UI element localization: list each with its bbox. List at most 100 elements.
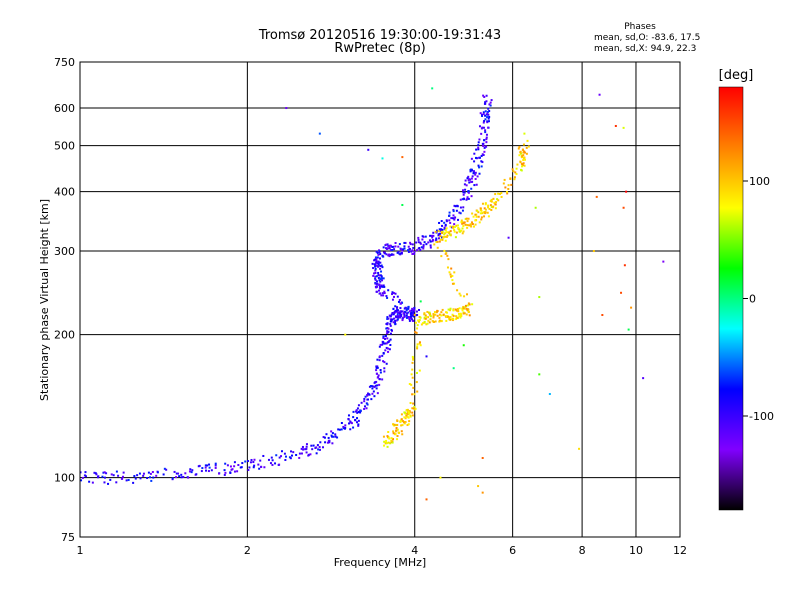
data-point xyxy=(385,327,388,330)
data-point xyxy=(475,156,478,159)
data-point xyxy=(152,476,155,479)
data-point xyxy=(138,472,141,475)
data-point xyxy=(389,320,392,323)
data-point xyxy=(380,284,383,287)
data-point xyxy=(444,235,447,238)
data-point xyxy=(259,459,262,462)
data-point xyxy=(390,253,393,256)
data-point xyxy=(482,113,485,116)
data-point xyxy=(378,383,381,386)
data-point xyxy=(409,401,412,404)
data-point xyxy=(391,441,394,444)
data-point xyxy=(511,168,514,171)
data-point xyxy=(411,361,414,364)
data-point xyxy=(379,274,382,277)
data-point xyxy=(416,347,419,350)
data-point xyxy=(523,158,526,161)
data-point xyxy=(480,160,483,163)
data-point xyxy=(431,236,434,239)
data-point xyxy=(79,471,82,474)
data-point xyxy=(330,434,333,437)
data-point xyxy=(83,474,86,477)
data-point xyxy=(229,471,232,474)
data-point xyxy=(374,265,377,268)
data-point xyxy=(379,253,382,256)
data-point xyxy=(398,298,401,301)
data-point xyxy=(425,355,428,358)
data-point xyxy=(305,443,308,446)
data-point xyxy=(419,344,422,347)
data-point xyxy=(487,107,490,110)
data-point xyxy=(485,100,488,103)
data-point xyxy=(413,250,416,253)
data-point xyxy=(447,308,450,311)
chart-subtitle: RwPretec (8p) xyxy=(334,41,426,56)
data-point xyxy=(450,267,453,270)
data-point xyxy=(383,292,386,295)
data-point xyxy=(487,126,490,129)
data-point xyxy=(374,271,377,274)
data-point xyxy=(445,235,448,238)
data-point xyxy=(408,248,411,251)
data-point xyxy=(455,318,458,321)
data-point xyxy=(408,420,411,423)
data-point xyxy=(389,442,392,445)
data-point xyxy=(449,221,452,224)
data-point xyxy=(233,470,236,473)
data-point xyxy=(311,448,314,451)
data-point xyxy=(377,262,380,265)
data-point xyxy=(396,251,399,254)
data-point xyxy=(81,476,84,479)
data-point xyxy=(401,433,404,436)
data-point xyxy=(478,138,481,141)
data-point xyxy=(334,435,337,438)
data-point xyxy=(430,234,433,237)
data-point xyxy=(115,481,118,484)
data-point xyxy=(404,306,407,309)
data-point xyxy=(462,344,465,347)
data-point xyxy=(398,243,401,246)
data-point xyxy=(201,467,204,470)
data-point xyxy=(483,150,486,153)
data-point xyxy=(244,460,247,463)
data-point xyxy=(226,464,229,467)
data-point xyxy=(406,312,409,315)
data-point xyxy=(487,113,490,116)
data-point xyxy=(424,314,427,317)
data-point xyxy=(468,181,471,184)
data-point xyxy=(489,101,492,104)
data-point xyxy=(513,176,516,179)
data-point xyxy=(101,475,104,478)
data-point xyxy=(399,248,402,251)
data-point xyxy=(427,319,430,322)
data-point xyxy=(396,306,399,309)
x-tick-label: 2 xyxy=(244,544,251,557)
data-point xyxy=(402,248,405,251)
y-tick-label: 400 xyxy=(54,186,75,199)
data-point xyxy=(465,307,468,310)
data-point xyxy=(381,378,384,381)
data-point xyxy=(468,303,471,306)
data-point xyxy=(449,225,452,228)
x-tick-label: 10 xyxy=(629,544,643,557)
data-point xyxy=(477,215,480,218)
data-point xyxy=(417,320,420,323)
data-point xyxy=(406,410,409,413)
data-point xyxy=(461,307,464,310)
data-point xyxy=(461,227,464,230)
data-point xyxy=(396,310,399,313)
data-point xyxy=(467,197,470,200)
data-point xyxy=(467,217,470,220)
data-point xyxy=(396,428,399,431)
data-point xyxy=(467,175,470,178)
data-point xyxy=(449,318,452,321)
data-point xyxy=(429,312,432,315)
data-point xyxy=(396,313,399,316)
data-point xyxy=(386,330,389,333)
data-point xyxy=(522,156,525,159)
data-point xyxy=(401,424,404,427)
data-point xyxy=(494,203,497,206)
data-point xyxy=(485,133,488,136)
data-point xyxy=(439,238,442,241)
data-point xyxy=(461,209,464,212)
